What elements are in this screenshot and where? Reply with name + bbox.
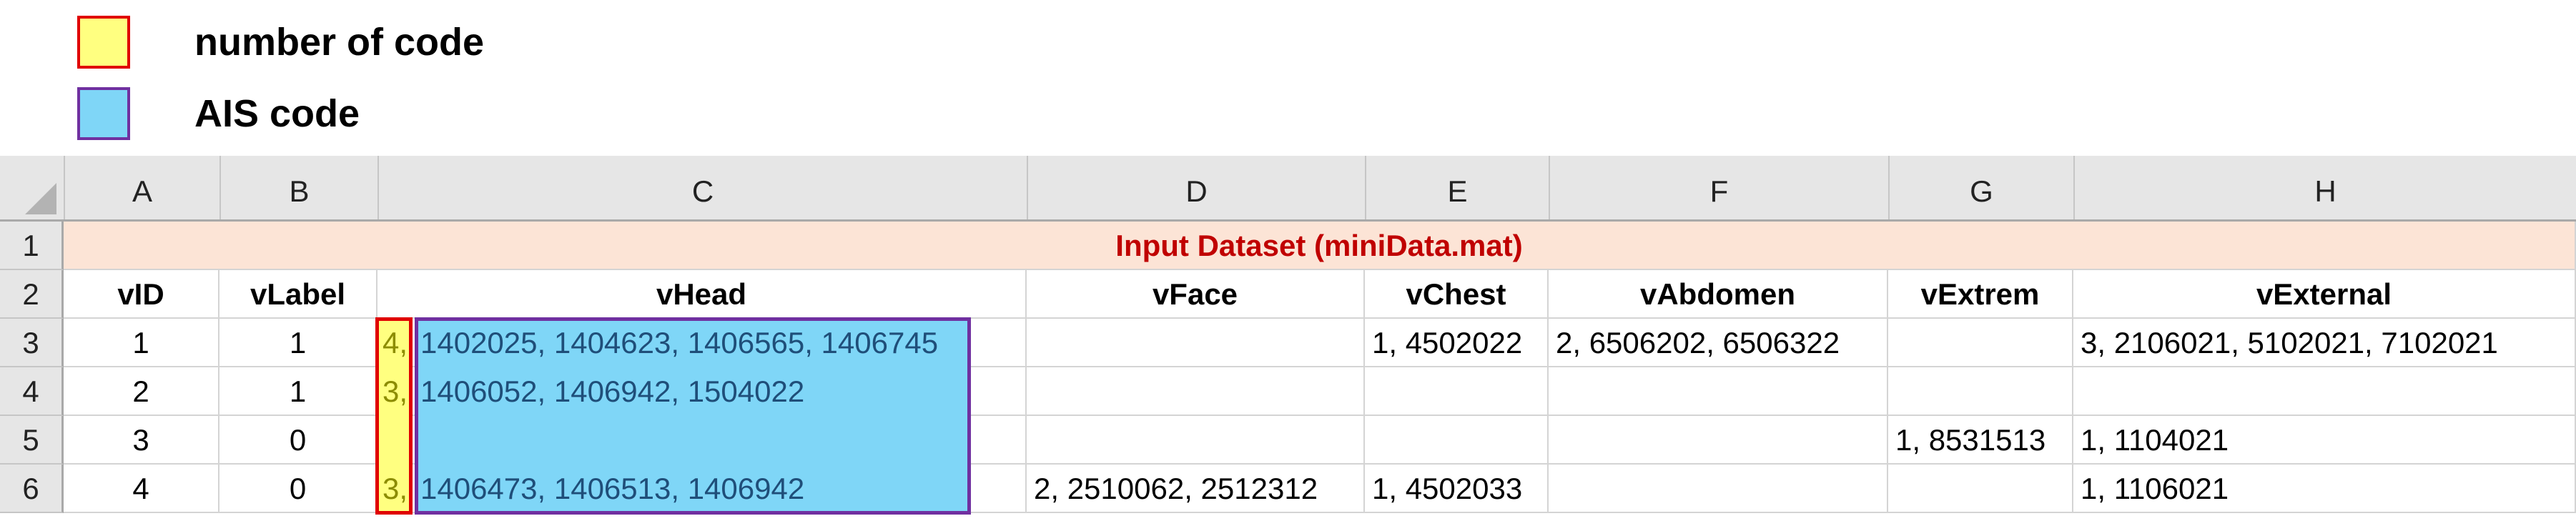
cell-vchest[interactable]: 1, 4502022: [1365, 319, 1549, 367]
number-of-code-highlight: [375, 317, 413, 515]
column-header-h[interactable]: H: [2073, 156, 2576, 219]
column-header-b[interactable]: B: [219, 156, 377, 219]
cell-vextrem[interactable]: [1888, 319, 2073, 367]
legend-swatch-yellow: [77, 16, 130, 69]
cell-vface[interactable]: [1027, 319, 1365, 367]
cell-vextrem[interactable]: [1888, 465, 2073, 513]
select-all-corner[interactable]: [0, 156, 64, 222]
vhead-count-text: 3,: [383, 374, 408, 408]
cell-vchest[interactable]: [1365, 367, 1549, 416]
row-header-4[interactable]: 4: [0, 367, 64, 416]
cell-vlabel[interactable]: 1: [219, 319, 377, 367]
cell-vexternal[interactable]: 1, 1106021: [2073, 465, 2576, 513]
cell-vchest[interactable]: 1, 4502033: [1365, 465, 1549, 513]
row-header-5[interactable]: 5: [0, 416, 64, 465]
header-vchest[interactable]: vChest: [1365, 270, 1549, 319]
cell-vid[interactable]: 3: [64, 416, 219, 465]
ais-code-highlight: [415, 317, 971, 515]
cell-vlabel[interactable]: 1: [219, 367, 377, 416]
column-header-c[interactable]: C: [377, 156, 1027, 219]
title-cell[interactable]: Input Dataset (miniData.mat): [64, 222, 2576, 270]
cell-vabdomen[interactable]: [1549, 465, 1888, 513]
cell-vextrem[interactable]: 1, 8531513: [1888, 416, 2073, 465]
header-vexternal[interactable]: vExternal: [2073, 270, 2576, 319]
header-vlabel[interactable]: vLabel: [219, 270, 377, 319]
column-header-f[interactable]: F: [1549, 156, 1888, 219]
column-header-a[interactable]: A: [64, 156, 219, 219]
cell-vface[interactable]: [1027, 416, 1365, 465]
vhead-codes-text: 1406052, 1406942, 1504022: [420, 374, 805, 408]
header-vabdomen[interactable]: vAbdomen: [1549, 270, 1888, 319]
cell-vexternal[interactable]: 3, 2106021, 5102021, 7102021: [2073, 319, 2576, 367]
cell-vchest[interactable]: [1365, 416, 1549, 465]
cell-vabdomen[interactable]: [1549, 367, 1888, 416]
vhead-count-text: 3,: [383, 472, 408, 505]
vhead-count-text: 4,: [383, 326, 408, 359]
vhead-codes-text: 1402025, 1404623, 1406565, 1406745: [420, 326, 939, 359]
cell-vid[interactable]: 1: [64, 319, 219, 367]
cell-vface[interactable]: 2, 2510062, 2512312: [1027, 465, 1365, 513]
cell-vid[interactable]: 2: [64, 367, 219, 416]
legend-swatch-blue: [77, 87, 130, 140]
cell-vabdomen[interactable]: [1549, 416, 1888, 465]
header-vextrem[interactable]: vExtrem: [1888, 270, 2073, 319]
header-vhead[interactable]: vHead: [377, 270, 1027, 319]
cell-vextrem[interactable]: [1888, 367, 2073, 416]
row-header-6[interactable]: 6: [0, 465, 64, 513]
column-header-bar: [0, 156, 2576, 222]
cell-vexternal[interactable]: 1, 1104021: [2073, 416, 2576, 465]
legend-item-number-of-code: number of code: [77, 16, 484, 69]
header-vface[interactable]: vFace: [1027, 270, 1365, 319]
vhead-codes-text: 1406473, 1406513, 1406942: [420, 472, 805, 505]
legend-label: number of code: [194, 21, 485, 64]
spreadsheet: A B C D E F G H 1 2 3 4 5 6 Input Datase…: [0, 156, 2576, 521]
column-header-g[interactable]: G: [1888, 156, 2073, 219]
header-vid[interactable]: vID: [64, 270, 219, 319]
cell-vabdomen[interactable]: 2, 6506202, 6506322: [1549, 319, 1888, 367]
column-header-e[interactable]: E: [1365, 156, 1549, 219]
legend-label: AIS code: [194, 92, 360, 135]
cell-vexternal[interactable]: [2073, 367, 2576, 416]
row-header-1[interactable]: 1: [0, 222, 64, 270]
column-header-d[interactable]: D: [1027, 156, 1365, 219]
cell-vface[interactable]: [1027, 367, 1365, 416]
legend-item-ais-code: AIS code: [77, 87, 360, 140]
cell-vlabel[interactable]: 0: [219, 465, 377, 513]
row-header-3[interactable]: 3: [0, 319, 64, 367]
cell-vlabel[interactable]: 0: [219, 416, 377, 465]
row-header-2[interactable]: 2: [0, 270, 64, 319]
cell-vid[interactable]: 4: [64, 465, 219, 513]
